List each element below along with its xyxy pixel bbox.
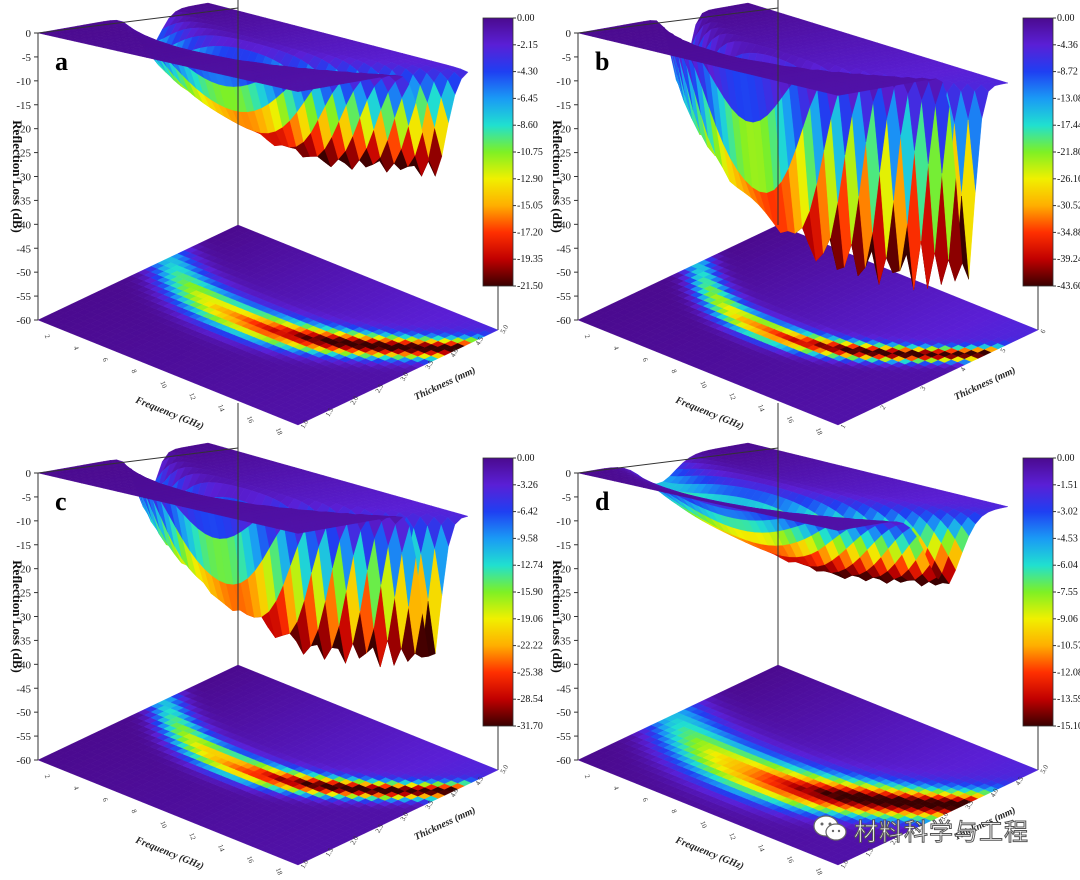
colorbar-label: -2.15 xyxy=(517,40,538,51)
panel-letter: a xyxy=(55,47,68,76)
z-tick-label: -5 xyxy=(562,52,572,64)
freq-tick-label: 2 xyxy=(43,333,52,340)
colorbar-label: -13.08 xyxy=(1057,93,1080,104)
freq-tick-label: 14 xyxy=(216,403,226,413)
z-axis-label: Thickness (mm) xyxy=(413,365,478,403)
freq-tick-label: 12 xyxy=(187,392,197,402)
colorbar-label: -21.50 xyxy=(517,281,543,292)
thickness-tick-label: 2 xyxy=(879,404,888,411)
chart-svg-b: 0-5-10-15-20-25-30-35-40-45-50-55-60Refl… xyxy=(540,0,1080,440)
colorbar-label: -8.72 xyxy=(1057,67,1078,78)
chart-svg-c: 0-5-10-15-20-25-30-35-40-45-50-55-60Refl… xyxy=(0,440,540,880)
freq-tick-label: 4 xyxy=(612,345,621,352)
thickness-tick-label: 4 xyxy=(959,366,968,373)
colorbar xyxy=(483,18,513,286)
z-tick-label: -50 xyxy=(556,267,571,279)
freq-tick-label: 8 xyxy=(129,368,138,375)
thickness-tick-label: 1 xyxy=(839,423,848,430)
colorbar-label: -6.45 xyxy=(517,93,538,104)
z-tick-label: -15 xyxy=(556,100,571,112)
colorbar-label: -17.20 xyxy=(517,227,543,238)
colorbar xyxy=(1023,18,1053,286)
colorbar-label: -4.36 xyxy=(1057,40,1078,51)
rl-surface xyxy=(38,3,468,176)
z-tick-label: -55 xyxy=(556,291,571,303)
thickness-tick-label: 3 xyxy=(919,385,928,392)
freq-tick-label: 18 xyxy=(814,427,824,437)
z-tick-label: -15 xyxy=(16,100,31,112)
freq-tick-label: 16 xyxy=(245,415,255,425)
x-axis-label: Frequency (GHz) xyxy=(133,394,205,432)
colorbar-label: -17.44 xyxy=(1057,120,1080,131)
thickness-tick-label: 6 xyxy=(1039,328,1048,335)
freq-tick-label: 6 xyxy=(641,357,650,364)
z-tick-label: 0 xyxy=(26,28,32,40)
colorbar-label: -21.80 xyxy=(1057,147,1080,158)
colorbar-label: -34.88 xyxy=(1057,227,1080,238)
z-tick-label: -50 xyxy=(16,267,31,279)
thickness-tick-label: 5 xyxy=(999,347,1008,354)
freq-tick-label: 6 xyxy=(101,357,110,364)
freq-tick-label: 10 xyxy=(698,380,708,390)
freq-tick-label: 8 xyxy=(669,368,678,375)
colorbar-label: -30.52 xyxy=(1057,201,1080,212)
y-axis-label: Reflection Loss (dB) xyxy=(550,120,565,233)
colorbar-label: -39.24 xyxy=(1057,254,1080,265)
colorbar-label: -10.75 xyxy=(517,147,543,158)
panel-letter: b xyxy=(595,47,609,76)
freq-tick-label: 2 xyxy=(583,333,592,340)
freq-tick-label: 18 xyxy=(274,427,284,437)
colorbar-label: -43.60 xyxy=(1057,281,1080,292)
thickness-tick-label: 5.0 xyxy=(499,323,511,335)
colorbar-label: -12.90 xyxy=(517,174,543,185)
z-tick-label: -55 xyxy=(16,291,31,303)
z-tick-label: -10 xyxy=(556,76,571,88)
x-axis-label: Frequency (GHz) xyxy=(673,394,745,432)
freq-tick-label: 14 xyxy=(756,403,766,413)
z-tick-label: -60 xyxy=(16,315,31,327)
z-tick-label: -60 xyxy=(556,315,571,327)
freq-tick-label: 10 xyxy=(158,380,168,390)
colorbar-label: -8.60 xyxy=(517,120,538,131)
colorbar-label: -26.16 xyxy=(1057,174,1080,185)
z-tick-label: -5 xyxy=(22,52,32,64)
freq-tick-label: 4 xyxy=(72,345,81,352)
y-axis-label: Reflection Loss (dB) xyxy=(10,120,25,233)
colorbar-label: -19.35 xyxy=(517,254,543,265)
freq-tick-label: 16 xyxy=(785,415,795,425)
freq-tick-label: 12 xyxy=(727,392,737,402)
colorbar-label: 0.00 xyxy=(1057,13,1075,24)
z-tick-label: 0 xyxy=(566,28,572,40)
colorbar-label: -4.30 xyxy=(517,67,538,78)
chart-svg-a: 0-5-10-15-20-25-30-35-40-45-50-55-60Refl… xyxy=(0,0,540,440)
colorbar-label: -15.05 xyxy=(517,201,543,212)
colorbar-label: 0.00 xyxy=(517,13,535,24)
z-tick-label: -45 xyxy=(16,243,31,255)
z-tick-label: -10 xyxy=(16,76,31,88)
z-tick-label: -45 xyxy=(556,243,571,255)
